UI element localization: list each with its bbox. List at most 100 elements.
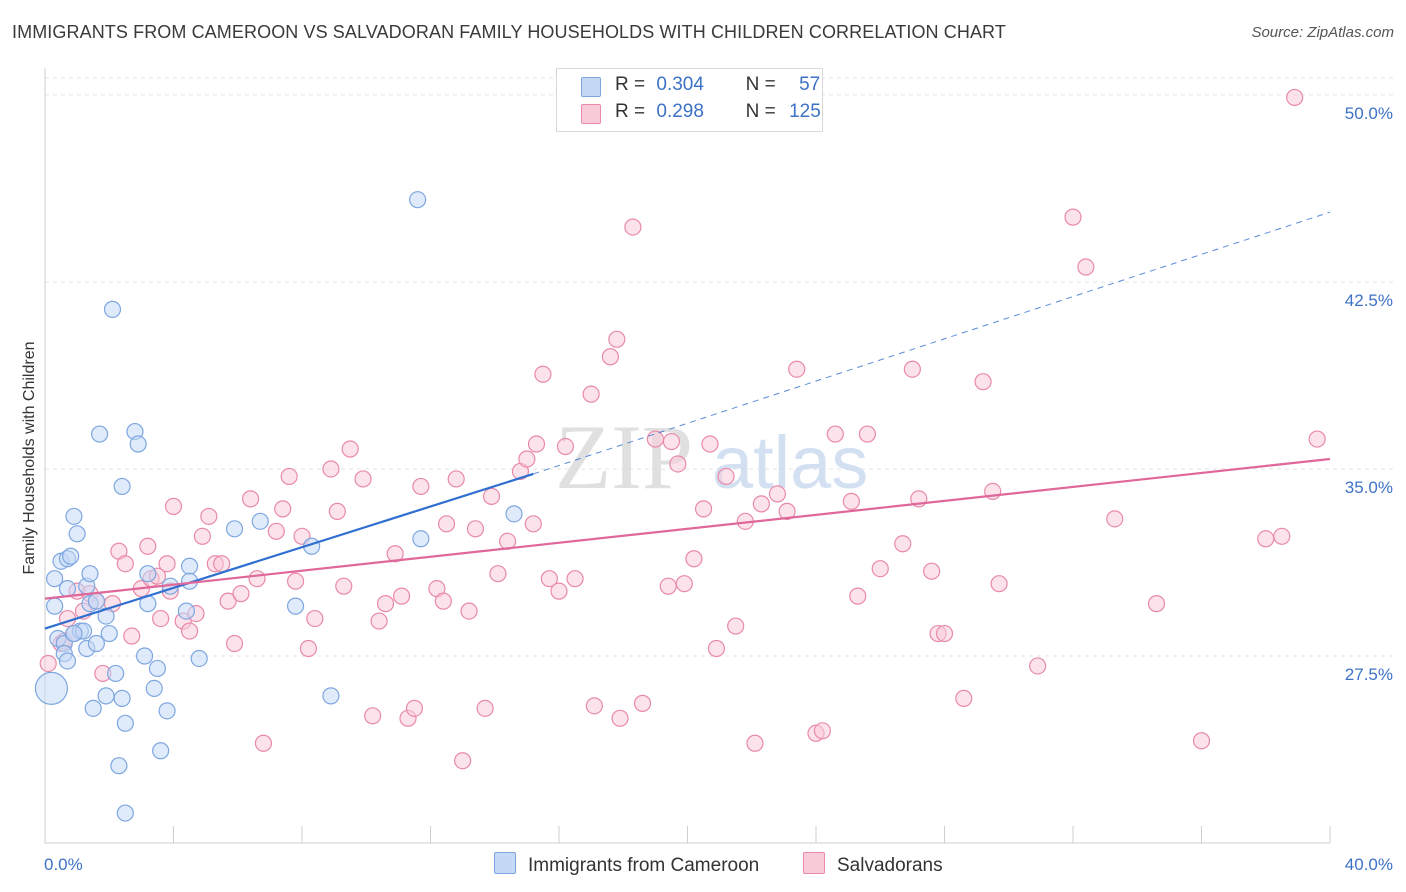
y-tick-label-3: 50.0% xyxy=(1345,104,1393,123)
trend-line-cameroon-extension xyxy=(533,211,1331,475)
point-salvadorans-80 xyxy=(624,218,642,236)
point-cameroon-33 xyxy=(116,804,134,822)
point-cameroon-26 xyxy=(100,624,118,643)
point-cameroon-11 xyxy=(65,507,83,525)
point-salvadorans-46 xyxy=(354,470,372,488)
point-salvadorans-58 xyxy=(447,470,465,488)
point-salvadorans-106 xyxy=(894,535,912,553)
point-cameroon-23 xyxy=(91,425,109,443)
point-salvadorans-49 xyxy=(376,595,395,613)
point-cameroon-9 xyxy=(58,652,77,670)
point-salvadorans-43 xyxy=(328,502,346,520)
point-salvadorans-21 xyxy=(164,497,183,515)
x-tick-label-1: 40.0% xyxy=(1345,855,1393,874)
point-salvadorans-38 xyxy=(286,572,305,590)
legend-n-value-salvadorans: 125 xyxy=(789,101,821,122)
legend-swatch-cameroon xyxy=(581,77,601,97)
point-salvadorans-81 xyxy=(633,694,652,712)
point-cameroon-53 xyxy=(412,530,430,548)
point-salvadorans-88 xyxy=(694,500,713,518)
point-salvadorans-36 xyxy=(274,500,292,518)
point-salvadorans-74 xyxy=(566,570,584,588)
point-salvadorans-60 xyxy=(460,602,478,620)
point-cameroon-45 xyxy=(180,557,199,575)
point-salvadorans-18 xyxy=(152,609,170,628)
point-salvadorans-25 xyxy=(193,527,212,545)
point-salvadorans-96 xyxy=(768,485,787,503)
bottom-legend-swatch-cameroon xyxy=(494,852,516,874)
point-cameroon-18 xyxy=(81,565,99,583)
point-cameroon-32 xyxy=(116,714,134,732)
grid xyxy=(45,77,1395,657)
point-salvadorans-37 xyxy=(280,467,298,486)
point-salvadorans-102 xyxy=(842,492,860,510)
point-salvadorans-47 xyxy=(364,707,382,725)
point-salvadorans-67 xyxy=(518,450,536,468)
point-salvadorans-104 xyxy=(858,425,877,443)
legend-r-label: R = xyxy=(615,74,646,95)
point-salvadorans-54 xyxy=(412,477,430,496)
point-salvadorans-103 xyxy=(849,587,867,605)
point-salvadorans-82 xyxy=(646,430,664,448)
point-cameroon-41 xyxy=(152,742,170,760)
point-salvadorans-30 xyxy=(225,634,244,653)
point-salvadorans-32 xyxy=(242,490,260,508)
point-salvadorans-42 xyxy=(322,460,340,478)
bottom-legend-label-salvadorans: Salvadorans xyxy=(837,855,943,876)
point-salvadorans-41 xyxy=(306,609,324,628)
point-salvadorans-57 xyxy=(437,515,456,533)
point-salvadorans-92 xyxy=(727,617,745,635)
point-cameroon-42 xyxy=(158,702,176,720)
point-salvadorans-115 xyxy=(990,575,1008,593)
point-salvadorans-70 xyxy=(534,365,552,383)
point-salvadorans-31 xyxy=(232,585,250,603)
axes xyxy=(44,68,1331,844)
point-salvadorans-111 xyxy=(935,624,954,643)
point-salvadorans-77 xyxy=(601,348,620,366)
point-salvadorans-29 xyxy=(219,592,237,610)
point-salvadorans-50 xyxy=(386,545,404,563)
y-tick-label-2: 42.5% xyxy=(1345,291,1393,310)
point-cameroon-22 xyxy=(87,634,106,653)
point-salvadorans-89 xyxy=(701,435,719,453)
point-salvadorans-51 xyxy=(392,587,411,605)
point-cameroon-25 xyxy=(97,687,115,705)
point-cameroon-39 xyxy=(145,679,163,698)
point-salvadorans-15 xyxy=(139,537,157,555)
point-salvadorans-13 xyxy=(123,627,141,645)
point-cameroon-44 xyxy=(177,602,195,620)
point-salvadorans-48 xyxy=(370,612,388,630)
point-salvadorans-94 xyxy=(746,734,764,752)
legend-n-label: N = xyxy=(745,74,776,95)
stats-legend: R = 0.304 N = 57 R = 0.298 N = 125 xyxy=(556,68,823,132)
point-cameroon-52 xyxy=(322,687,340,705)
legend-n-label: N = xyxy=(745,101,776,122)
watermark-zip: ZIP xyxy=(555,406,693,508)
point-cameroon-1 xyxy=(46,570,64,588)
point-cameroon-21 xyxy=(87,592,106,610)
point-salvadorans-44 xyxy=(335,577,353,595)
point-salvadorans-62 xyxy=(476,699,494,717)
tick-labels: 27.5% 35.0% 42.5% 50.0% 0.0% 40.0% xyxy=(44,104,1393,874)
point-salvadorans-61 xyxy=(466,520,485,538)
point-salvadorans-79 xyxy=(611,709,629,727)
point-salvadorans-72 xyxy=(550,582,568,600)
point-cameroon-29 xyxy=(110,757,128,775)
point-salvadorans-75 xyxy=(582,385,600,403)
point-cameroon-20 xyxy=(84,699,102,717)
point-salvadorans-63 xyxy=(482,487,501,505)
point-salvadorans-0 xyxy=(39,654,57,673)
point-cameroon-47 xyxy=(190,649,208,668)
bottom-legend-salvadorans: Salvadorans xyxy=(803,852,943,877)
trend-line-salvadorans xyxy=(44,457,1331,600)
point-cameroon-36 xyxy=(135,647,154,665)
point-salvadorans-97 xyxy=(778,502,796,520)
point-salvadorans-105 xyxy=(871,560,889,578)
point-salvadorans-124 xyxy=(1286,88,1304,107)
point-salvadorans-109 xyxy=(923,562,941,580)
point-salvadorans-95 xyxy=(752,495,770,513)
y-axis-label: Family Households with Children xyxy=(21,342,38,575)
point-cameroon-40 xyxy=(148,659,167,678)
point-salvadorans-19 xyxy=(158,555,176,573)
